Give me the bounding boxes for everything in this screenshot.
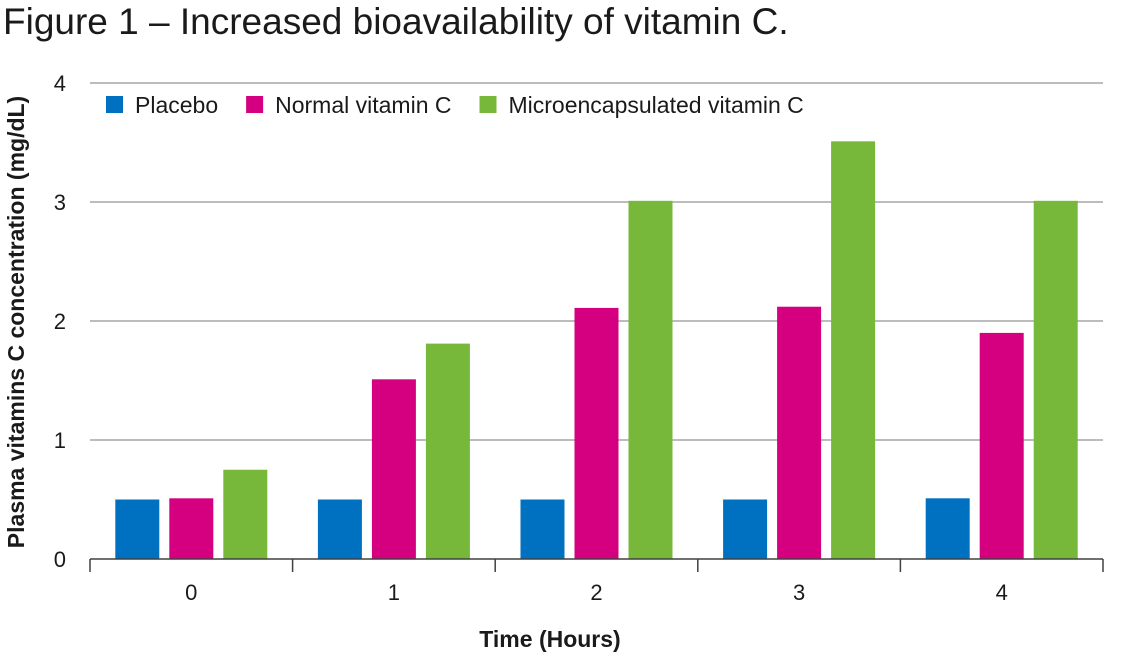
bar (831, 141, 876, 559)
x-tick-label: 1 (388, 580, 400, 605)
legend: Placebo Normal vitamin C Microencapsulated… (106, 92, 804, 118)
bar (169, 498, 214, 559)
chart-title: Figure 1 – Increased bioavailability of … (3, 1, 789, 42)
bar (425, 343, 470, 559)
bar (979, 332, 1024, 559)
legend-label: Normal vitamin C (275, 92, 451, 118)
bar (723, 499, 768, 559)
legend-swatch (246, 96, 264, 113)
x-tick-label: 0 (185, 580, 197, 605)
bar (317, 499, 362, 559)
legend-label: Microencapsulated vitamin C (509, 92, 804, 118)
x-tick-label: 2 (590, 580, 602, 605)
bar (223, 469, 268, 559)
x-axis-ticks: 0 1 2 3 4 (185, 580, 1008, 605)
legend-label: Placebo (135, 92, 218, 118)
bar (520, 499, 565, 559)
y-tick-label: 2 (54, 309, 66, 334)
x-tick-label: 4 (996, 580, 1008, 605)
y-tick-label: 4 (54, 71, 66, 96)
bar (628, 200, 673, 559)
legend-swatch (106, 96, 123, 113)
x-axis-label: Time (Hours) (479, 626, 620, 652)
y-tick-label: 1 (54, 428, 66, 453)
bar (777, 306, 822, 559)
bar (574, 307, 619, 559)
bar (371, 379, 416, 559)
y-tick-label: 3 (54, 190, 66, 215)
x-axis (89, 558, 1104, 572)
y-axis-ticks: 0 1 2 3 4 (54, 71, 66, 572)
legend-swatch (479, 96, 497, 113)
bar (1033, 200, 1078, 559)
bar (115, 499, 160, 559)
bars (115, 141, 1078, 559)
x-tick-label: 3 (793, 580, 805, 605)
y-tick-label: 0 (54, 547, 66, 572)
bar (925, 498, 970, 559)
y-axis-label: Plasma vitamins C concentration (mg/dL) (3, 96, 29, 548)
